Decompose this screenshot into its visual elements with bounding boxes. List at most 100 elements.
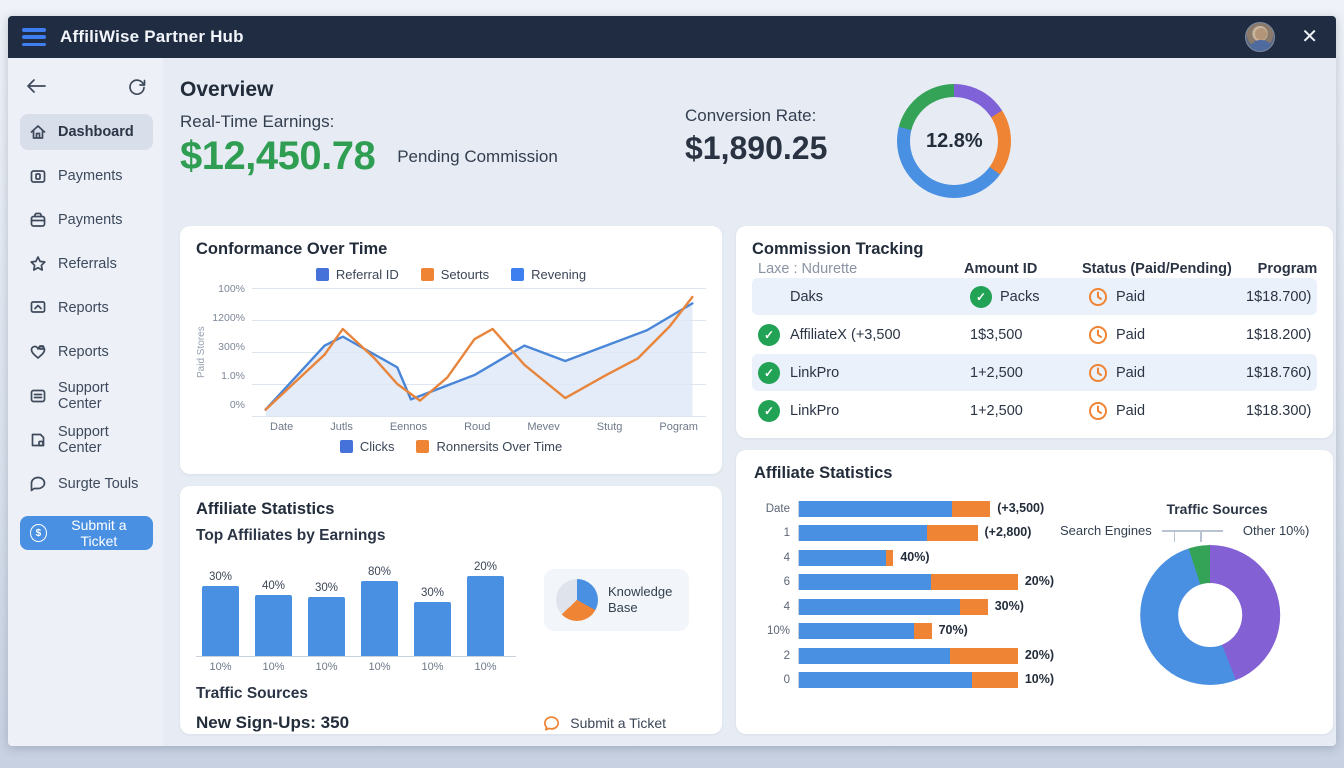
cell-program: 1$18.700) <box>1246 288 1312 305</box>
wallet-icon <box>30 170 46 183</box>
conversion-value: $1,890.25 <box>685 130 828 166</box>
home-icon <box>30 125 46 139</box>
bar-bottom-label: 10% <box>315 661 338 673</box>
cell-name: LinkPro <box>790 402 840 419</box>
clock-icon <box>1089 363 1107 382</box>
knowledge-base-tile[interactable]: Knowledge Base <box>544 569 689 631</box>
commission-table-row[interactable]: ✓ LinkPro 1+2,500 Paid 1$18.300) <box>752 392 1317 429</box>
commission-table-row[interactable]: Daks ✓ Packs Paid 1$18.700) <box>752 278 1318 315</box>
cell-name: Daks <box>790 288 824 305</box>
traffic-sources-donut <box>1139 545 1280 685</box>
y-tick: 0% <box>229 399 245 411</box>
affiliate-hbar-chart: Date (+3,500) 1 (+2,800) 4 40%) 6 20%) 4 30%) 10% 7… <box>754 493 1054 720</box>
sidebar-item-label: Dashboard <box>58 124 134 140</box>
conformance-x-ticks: Date Jutls Eennos Roud Mevev Stutg Pogram <box>252 421 706 433</box>
y-tick: 100% <box>218 283 245 295</box>
sidebar-item-reports-4[interactable]: Reports <box>20 290 153 326</box>
hbar-label: 10% <box>766 625 790 637</box>
hbar-value: 70%) <box>938 623 968 637</box>
x-tick: Pogram <box>659 421 698 433</box>
affiliate-bar: 20% <box>467 561 504 656</box>
x-tick: Eennos <box>389 421 428 433</box>
conformance-legend-bottom: Clicks Ronnersits Over Time <box>196 439 706 454</box>
donut-label-search-engines: Search Engines <box>1060 523 1152 538</box>
sidebar-item-support-center-7[interactable]: Support Center <box>20 422 153 458</box>
hbar-row: 0 10%) <box>754 669 1054 692</box>
chat-bubble-icon <box>544 715 560 731</box>
legend-label: Setourts <box>440 267 490 282</box>
legend-swatch <box>416 440 430 453</box>
check-icon: ✓ <box>758 399 780 422</box>
close-icon[interactable]: ✕ <box>1301 26 1318 48</box>
hamburger-menu-icon[interactable] <box>22 28 46 46</box>
sidebar-item-referrals-3[interactable]: Referrals <box>20 246 153 282</box>
legend-label: Revening <box>531 267 587 282</box>
earnings-value: $12,450.78 <box>180 134 376 178</box>
hbar-value: 20%) <box>1024 574 1054 588</box>
gridline <box>252 288 706 289</box>
top-affiliates-bar-chart: 30% 40% 30% 80% 30% 20% 10% 10% 10% 10% 10% 10% <box>196 555 516 673</box>
sidebar-item-reports-5[interactable]: Reports <box>20 334 153 370</box>
check-icon: ✓ <box>758 361 780 384</box>
hbar-row: 4 30%) <box>754 595 1054 618</box>
conformance-y-ticks: 100% 1200% 300% 1.0% 0% <box>210 283 252 411</box>
affiliate-stats-left-card: Affiliate Statistics Top Affiliates by E… <box>180 486 722 734</box>
x-tick: Jutls <box>330 421 353 433</box>
sidebar-item-label: Referrals <box>58 256 117 272</box>
sidebar-nav: Dashboard Payments Payments Referrals Report… <box>20 114 153 510</box>
sidebar-item-dashboard-0[interactable]: Dashboard <box>20 114 153 150</box>
cell-amount: 1+2,500 <box>970 402 1023 419</box>
commission-tracking-card: Commission Tracking Laxe : Ndurette Amou… <box>736 226 1334 438</box>
star-icon <box>30 256 46 271</box>
legend-swatch <box>511 268 525 281</box>
refresh-icon[interactable] <box>127 76 147 96</box>
sidebar-item-payments-2[interactable]: Payments <box>20 202 153 238</box>
conversion-rate-donut: 12.8% <box>897 84 1012 198</box>
traffic-donut-title: Traffic Sources <box>1166 501 1268 517</box>
cell-status: Paid <box>1116 364 1146 381</box>
bar-top-label: 30% <box>314 582 339 594</box>
cell-status: Paid <box>1116 402 1146 419</box>
hbar-label: 4 <box>783 600 790 613</box>
cell-program: 1$18.300) <box>1246 402 1312 419</box>
earnings-note: Pending Commission <box>397 146 558 166</box>
submit-ticket-button[interactable]: $ Submit a Ticket <box>20 516 153 550</box>
affiliate-stats-right-title: Affiliate Statistics <box>754 464 893 482</box>
x-tick: Roud <box>464 421 491 433</box>
sidebar-item-surgte-touls-8[interactable]: Surgte Touls <box>20 466 153 502</box>
bar-top-label: 30% <box>420 587 445 599</box>
hbar-label: 0 <box>783 674 790 686</box>
cell-program: 1$18.760) <box>1246 364 1312 381</box>
submit-ticket-link[interactable]: Submit a Ticket <box>542 714 666 733</box>
clock-icon <box>1089 401 1107 420</box>
col-header-name: Laxe : Ndurette <box>758 261 858 277</box>
sidebar-item-payments-1[interactable]: Payments <box>20 158 153 194</box>
y-tick: 1.0% <box>221 370 245 382</box>
gridline <box>252 320 706 321</box>
file-icon <box>31 433 45 447</box>
bar-top-label: 80% <box>367 566 392 578</box>
sidebar-item-support-center-6[interactable]: Support Center <box>20 378 153 414</box>
legend-label: Ronnersits Over Time <box>436 439 563 454</box>
hbar-label: 1 <box>783 527 790 539</box>
bar-bottom-label: 10% <box>209 661 232 673</box>
affiliate-stats-left-title: Affiliate Statistics <box>196 500 335 518</box>
sidebar-item-label: Support Center <box>58 380 109 412</box>
legend-label: Clicks <box>359 439 395 454</box>
hbar-row: 4 40%) <box>754 546 1054 569</box>
traffic-sources-heading: Traffic Sources <box>196 685 308 702</box>
cell-status: Paid <box>1116 326 1146 343</box>
sidebar-item-label: Payments <box>58 168 123 184</box>
commission-table-row[interactable]: ✓ AffiliateX (+3,500 1$3,500 Paid 1$18.200) <box>752 316 1317 353</box>
back-arrow-icon[interactable] <box>24 76 48 96</box>
bar-top-label: 40% <box>261 580 286 592</box>
dollar-circle-icon: $ <box>30 524 47 542</box>
col-header-status: Status (Paid/Pending) <box>1082 261 1232 277</box>
commission-table-row[interactable]: ✓ LinkPro 1+2,500 Paid 1$18.760) <box>752 354 1318 391</box>
user-avatar[interactable] <box>1245 22 1276 52</box>
hbar-label: 4 <box>783 551 790 564</box>
sidebar-item-label: Reports <box>58 344 109 360</box>
x-tick: Date <box>270 421 294 433</box>
bar-bottom-label: 10% <box>368 661 391 673</box>
traffic-sources-donut-zone: Traffic Sources Search Engines Other 10%… <box>1054 493 1315 720</box>
